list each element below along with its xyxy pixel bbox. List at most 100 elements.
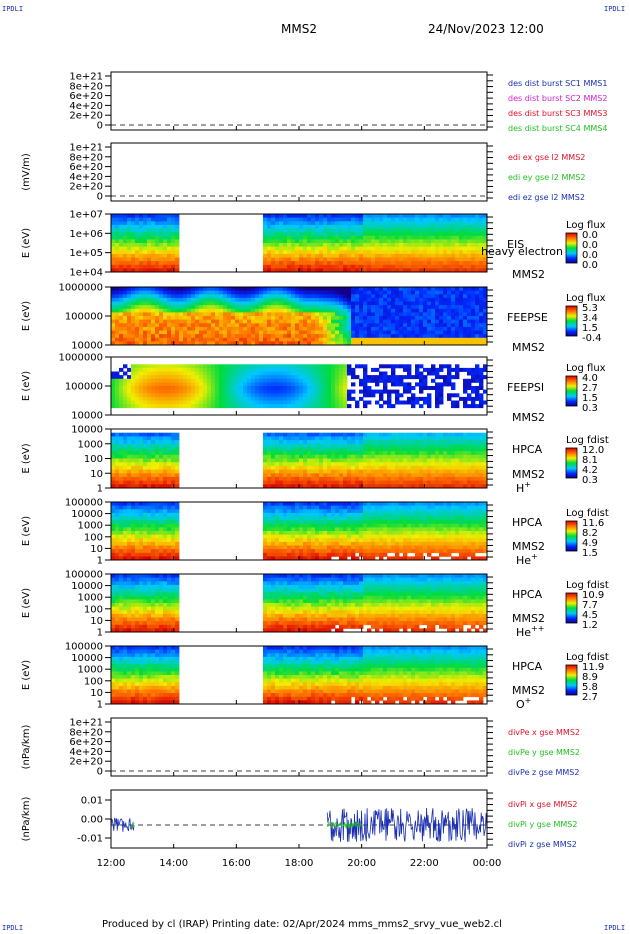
spectrogram-cell bbox=[327, 334, 332, 339]
spectrogram-cell bbox=[347, 235, 352, 240]
spectrogram-cell bbox=[471, 375, 476, 380]
spectrogram-cell bbox=[475, 341, 480, 346]
spectrogram-cell bbox=[147, 268, 152, 273]
spectrogram-cell bbox=[455, 243, 460, 247]
spectrogram-cell bbox=[327, 462, 332, 467]
spectrogram-cell bbox=[263, 465, 268, 470]
spectrogram-cell bbox=[171, 473, 176, 478]
spectrogram-cell bbox=[239, 404, 244, 409]
spectrogram-cell bbox=[283, 246, 288, 251]
spectrogram-cell bbox=[363, 268, 368, 273]
spectrogram-cell bbox=[155, 235, 160, 240]
spectrogram-cell bbox=[267, 476, 272, 481]
spectrogram-cell bbox=[323, 458, 328, 463]
spectrogram-cell bbox=[303, 400, 308, 405]
spectrogram-cell bbox=[175, 326, 180, 331]
spectrogram-cell bbox=[115, 217, 120, 222]
spectrogram-cell bbox=[291, 243, 296, 247]
spectrogram-cell bbox=[255, 382, 260, 387]
spectrogram-cell bbox=[439, 308, 444, 313]
spectrogram-cell bbox=[147, 465, 152, 470]
spectrogram-cell bbox=[435, 458, 440, 463]
spectrogram-cell bbox=[315, 341, 320, 346]
spectrogram-cell bbox=[371, 389, 376, 394]
spectrogram-cell bbox=[387, 268, 392, 273]
y-tick-label: 1e+06 bbox=[69, 229, 103, 240]
spectrogram-cell bbox=[411, 246, 416, 251]
spectrogram-cell bbox=[483, 476, 488, 481]
spectrogram-cell bbox=[471, 308, 476, 313]
spectrogram-cell bbox=[479, 341, 484, 346]
spectrogram-cell bbox=[195, 382, 200, 387]
spectrogram-cell bbox=[459, 316, 464, 320]
spectrogram-cell bbox=[399, 451, 404, 456]
spectrogram-cell bbox=[319, 214, 324, 218]
spectrogram-cell bbox=[471, 371, 476, 376]
spectrogram-cell bbox=[255, 312, 260, 317]
spectrogram-cell bbox=[271, 228, 276, 233]
spectrogram-cell bbox=[311, 290, 316, 295]
spectrogram-cell bbox=[335, 454, 340, 459]
spectrogram-cell bbox=[131, 305, 136, 310]
spectrogram-cell bbox=[115, 549, 120, 554]
spectrogram-cell bbox=[211, 367, 216, 372]
spectrogram-cell bbox=[483, 458, 488, 463]
spectrogram-cell bbox=[271, 305, 276, 310]
spectrogram-cell bbox=[263, 389, 268, 394]
spectrogram-cell bbox=[399, 473, 404, 478]
spectrogram-cell bbox=[339, 287, 344, 291]
spectrogram-cell bbox=[367, 400, 372, 405]
spectrogram-cell bbox=[399, 243, 404, 247]
spectrogram-cell bbox=[427, 341, 432, 346]
spectrogram-cell bbox=[115, 465, 120, 470]
spectrogram-cell bbox=[339, 476, 344, 481]
spectrogram-cell bbox=[299, 243, 304, 247]
spectrogram-cell bbox=[167, 375, 172, 380]
spectrogram-cell bbox=[287, 308, 292, 313]
spectrogram-cell bbox=[135, 224, 140, 229]
spectrogram-cell bbox=[343, 436, 348, 441]
spectrogram-cell bbox=[343, 462, 348, 467]
spectrogram-cell bbox=[375, 465, 380, 470]
spectrogram-cell bbox=[263, 378, 268, 383]
spectrogram-cell bbox=[367, 440, 372, 445]
spectrogram-cell bbox=[403, 214, 408, 218]
spectrogram-cell bbox=[215, 341, 220, 346]
spectrogram-cell bbox=[207, 341, 212, 346]
spectrogram-cell bbox=[355, 290, 360, 295]
spectrogram-cell bbox=[459, 214, 464, 218]
spectrogram-cell bbox=[307, 323, 312, 328]
spectrogram-cell bbox=[407, 465, 412, 470]
spectrogram-cell bbox=[271, 326, 276, 331]
spectrogram-cell bbox=[279, 473, 284, 478]
spectrogram-cell bbox=[135, 440, 140, 445]
spectrogram-cell bbox=[391, 287, 396, 291]
spectrogram-cell bbox=[315, 454, 320, 459]
spectrogram-cell bbox=[311, 264, 316, 269]
spectrogram-cell bbox=[307, 301, 312, 306]
spectrogram-cell bbox=[267, 257, 272, 262]
spectrogram-cell bbox=[323, 432, 328, 437]
spectrogram-cell bbox=[279, 290, 284, 295]
spectrogram-cell bbox=[331, 290, 336, 295]
spectrogram-cell bbox=[247, 297, 252, 302]
spectrogram-cell bbox=[279, 451, 284, 456]
spectrogram-cell bbox=[367, 235, 372, 240]
spectrogram-cell bbox=[479, 312, 484, 317]
spectrogram-cell bbox=[439, 261, 444, 266]
spectrogram-cell bbox=[159, 440, 164, 445]
spectrogram-cell bbox=[443, 221, 448, 226]
spectrogram-cell bbox=[231, 337, 236, 342]
spectrogram-cell bbox=[307, 389, 312, 394]
spectrogram-cell bbox=[151, 316, 156, 320]
spectrogram-cell bbox=[467, 287, 472, 291]
spectrogram-cell bbox=[355, 473, 360, 478]
spectrogram-cell bbox=[367, 323, 372, 328]
spectrogram-cell bbox=[443, 268, 448, 273]
spectrogram-cell bbox=[131, 367, 136, 372]
spectrogram-cell bbox=[379, 316, 384, 320]
spectrogram-cell bbox=[343, 232, 348, 237]
spectrogram-cell bbox=[315, 393, 320, 398]
spectrogram-cell bbox=[151, 451, 156, 456]
spectrogram-cell bbox=[327, 239, 332, 244]
